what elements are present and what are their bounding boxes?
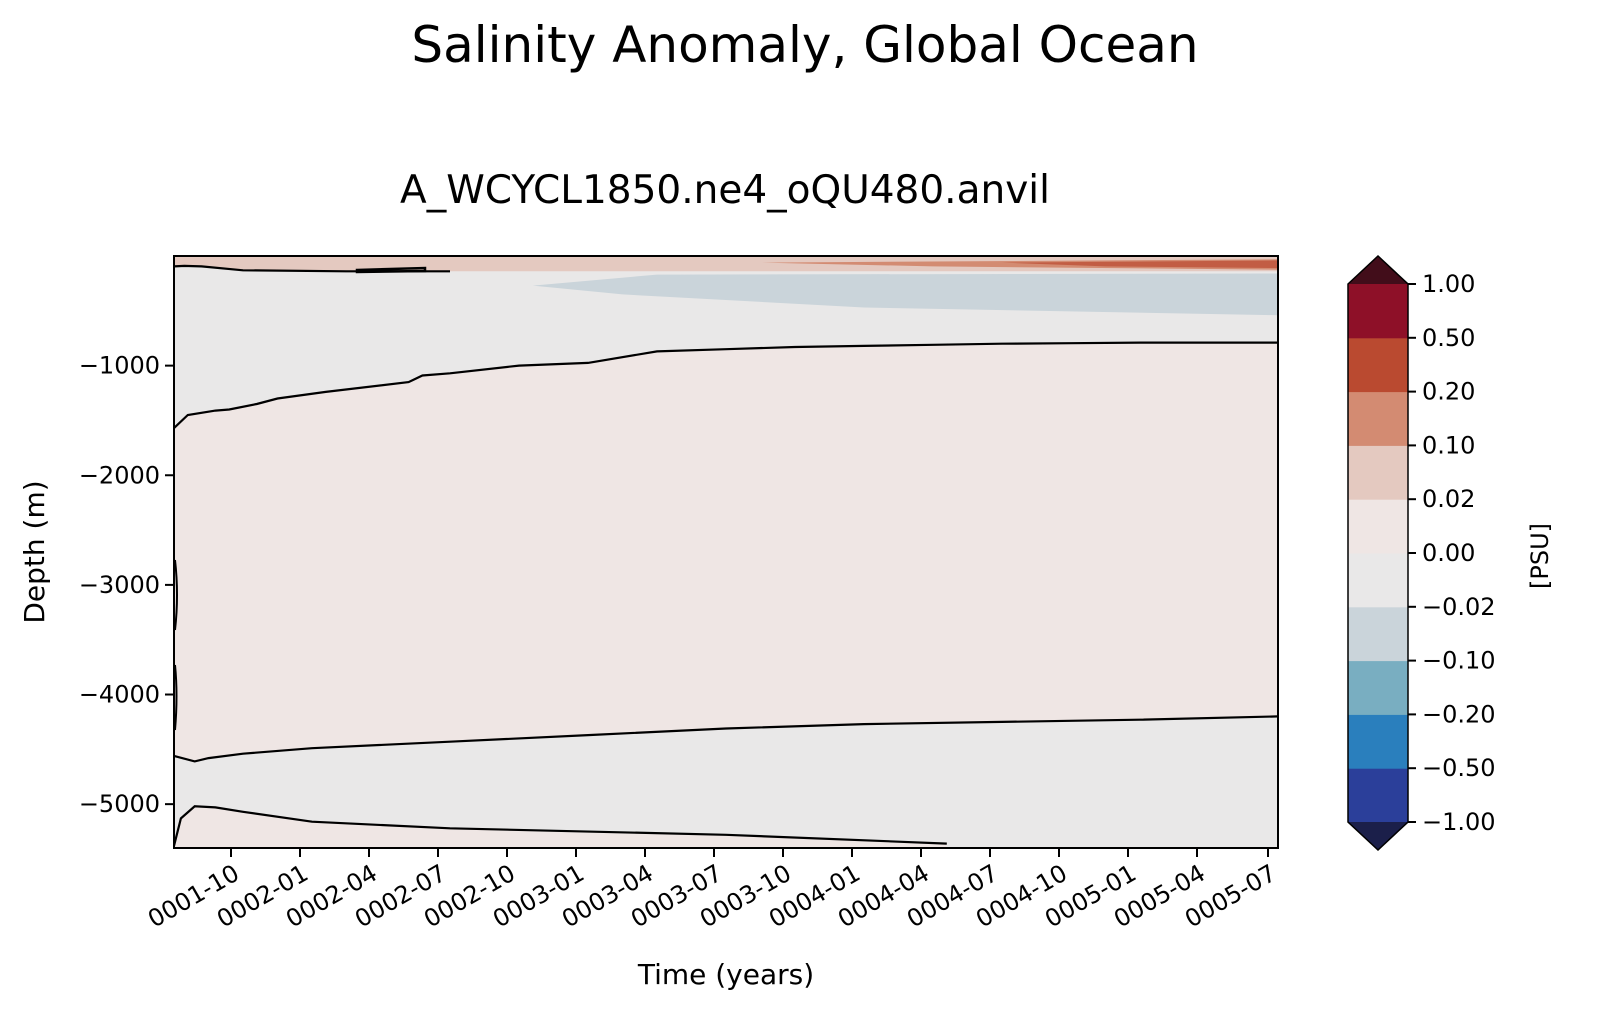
plot-area xyxy=(172,255,1279,849)
zero-contour-line-4 xyxy=(172,805,947,847)
edge-contour-fragment xyxy=(174,559,178,631)
colorbar-segment xyxy=(1348,714,1408,769)
y-axis: −1000 −2000 −3000 −4000 −5000 xyxy=(79,352,174,818)
negative-subsurface-wedge xyxy=(532,273,1278,316)
bottom-positive-region xyxy=(174,806,947,848)
y-tick-label: −4000 xyxy=(79,681,160,709)
colorbar-tick-label: 0.20 xyxy=(1422,378,1475,406)
y-tick-label: −3000 xyxy=(79,571,160,599)
colorbar-label: [PSU] xyxy=(1526,523,1554,589)
x-axis-label: Time (years) xyxy=(637,958,814,991)
colorbar-segment xyxy=(1348,445,1408,500)
y-tick-label: −2000 xyxy=(79,461,160,489)
small-contour-loop xyxy=(355,266,427,274)
colorbar-segment xyxy=(1348,768,1408,823)
colorbar-over-arrow xyxy=(1348,256,1408,284)
colorbar-segment xyxy=(1348,337,1408,393)
chart-subtitle: A_WCYCL1850.ne4_oQU480.anvil xyxy=(400,168,1050,213)
zero-contour-line-2 xyxy=(173,341,1278,429)
y-tick-label: −1000 xyxy=(79,352,160,380)
colorbar-tick-label: 0.00 xyxy=(1422,539,1475,567)
colorbar-segment xyxy=(1348,606,1408,662)
chart-title: Salinity Anomaly, Global Ocean xyxy=(411,16,1198,74)
colorbar-segment xyxy=(1348,660,1408,715)
surface-positive-band xyxy=(174,256,1278,272)
colorbar-tick-label: 0.02 xyxy=(1422,485,1475,513)
colorbar-tick-label: 1.00 xyxy=(1422,270,1475,298)
surface-stronger-positive xyxy=(1002,260,1278,269)
colorbar-tick-label: −1.00 xyxy=(1422,808,1496,836)
edge-contour-fragment xyxy=(174,664,178,731)
colorbar-segment xyxy=(1348,284,1408,339)
colorbar-segment xyxy=(1348,499,1408,554)
y-axis-label: Depth (m) xyxy=(18,480,51,623)
y-tick-label: −5000 xyxy=(79,790,160,818)
colorbar: 1.00 0.50 0.20 0.10 0.02 0.00 −0.02 −0.10 −0.20 −… xyxy=(1347,254,1496,852)
colorbar-tick-label: −0.02 xyxy=(1422,593,1496,621)
colorbar-tick-label: 0.50 xyxy=(1422,324,1475,352)
colorbar-tick-label: −0.10 xyxy=(1422,647,1496,675)
colorbar-under-arrow xyxy=(1348,822,1408,850)
colorbar-tick-label: 0.10 xyxy=(1422,431,1475,459)
plot-frame xyxy=(173,255,1279,849)
colorbar-tick-label: −0.20 xyxy=(1422,700,1496,728)
positive-anomaly-region xyxy=(174,342,1278,762)
colorbar-segment xyxy=(1348,391,1408,446)
zero-contour-line-3 xyxy=(173,715,1279,763)
colorbar-segment xyxy=(1348,553,1408,608)
x-axis: 0001-100002-010002-040002-070002-100003-… xyxy=(143,848,1281,933)
colorbar-tick-label: −0.50 xyxy=(1422,754,1496,782)
